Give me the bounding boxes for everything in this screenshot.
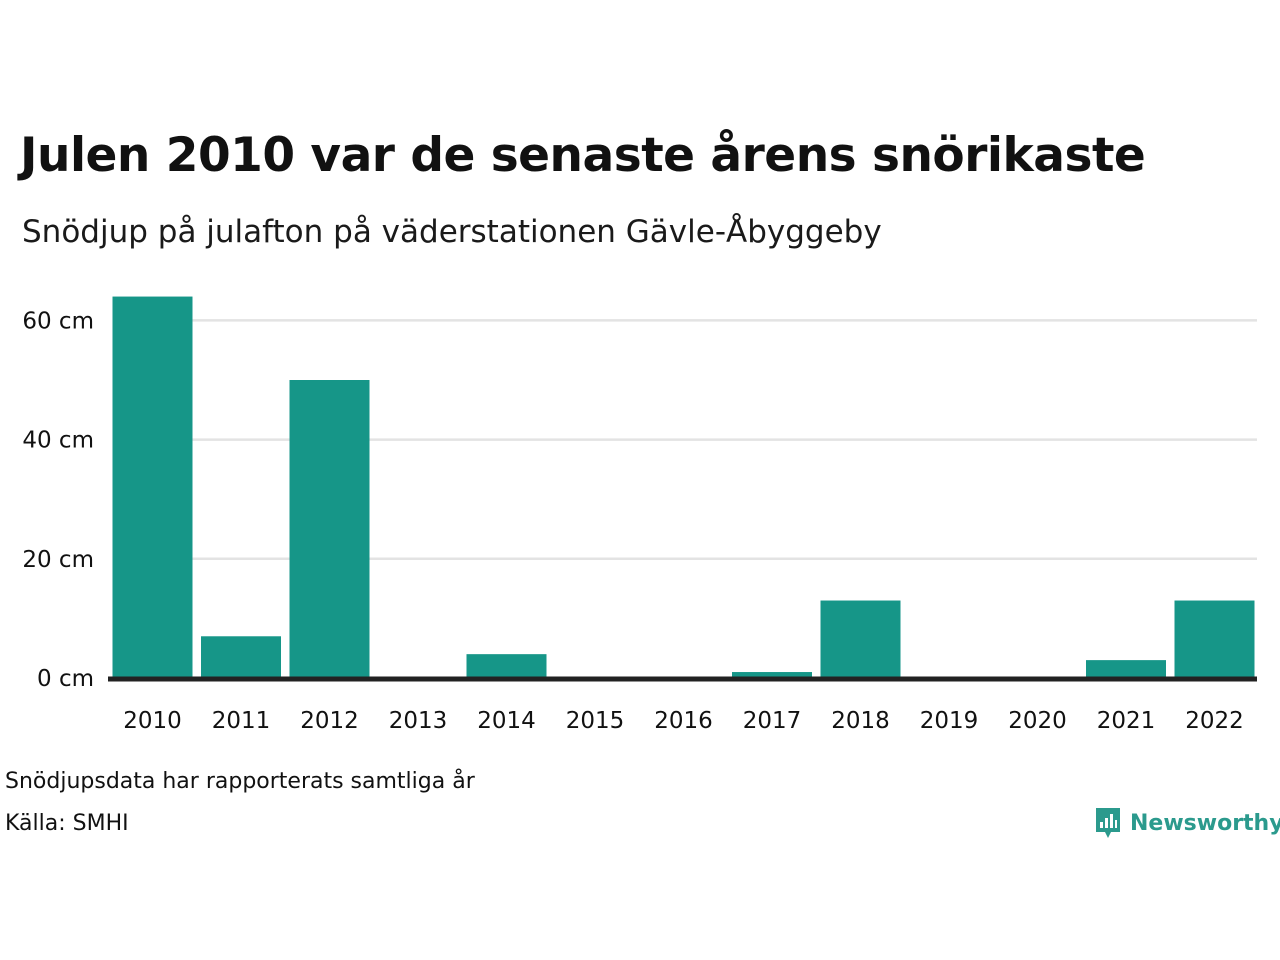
- x-tick-label: 2013: [389, 708, 448, 734]
- x-tick-label: 2016: [654, 708, 713, 734]
- source-note: Källa: SMHI: [5, 811, 129, 836]
- x-tick-label: 2015: [566, 708, 625, 734]
- chart-subtitle: Snödjup på julafton på väderstationen Gä…: [22, 214, 882, 250]
- brand-name: Newsworthy: [1130, 810, 1280, 836]
- x-tick-label: 2010: [123, 708, 182, 734]
- bar-2021: [1086, 660, 1166, 678]
- x-tick-label: 2021: [1097, 708, 1156, 734]
- x-tick-label: 2018: [831, 708, 890, 734]
- y-tick-label: 60 cm: [22, 308, 94, 334]
- bar-2012: [289, 380, 370, 678]
- footnote: Snödjupsdata har rapporterats samtliga å…: [5, 769, 475, 794]
- x-tick-label: 2020: [1008, 708, 1067, 734]
- bar-chart-logo-icon: [1096, 808, 1120, 838]
- bars: [112, 296, 1255, 678]
- bar-2011: [201, 636, 281, 678]
- bar-2022: [1174, 600, 1255, 678]
- x-tick-label: 2012: [300, 708, 359, 734]
- bar-2010: [112, 296, 193, 678]
- x-tick-label: 2017: [743, 708, 802, 734]
- x-tick-label: 2019: [920, 708, 979, 734]
- x-tick-label: 2011: [212, 708, 271, 734]
- y-tick-label: 20 cm: [22, 547, 94, 573]
- axes: 0 cm 20 cm 40 cm 60 cm 2010 2011 2012 2013 2014 2…: [22, 308, 1257, 734]
- bar-2014: [466, 654, 547, 678]
- x-tick-label: 2014: [477, 708, 536, 734]
- y-tick-label: 40 cm: [22, 428, 94, 454]
- bar-chart: 0 cm 20 cm 40 cm 60 cm 2010 2011 2012 2013 2014 2…: [22, 296, 1257, 734]
- chart-title: Julen 2010 var de senaste årens snörikas…: [20, 128, 1146, 183]
- x-tick-label: 2022: [1185, 708, 1244, 734]
- bar-2017: [732, 672, 812, 678]
- newsworthy-logo: Newsworthy: [1094, 806, 1280, 840]
- bar-2018: [820, 600, 901, 678]
- y-tick-label: 0 cm: [37, 666, 94, 692]
